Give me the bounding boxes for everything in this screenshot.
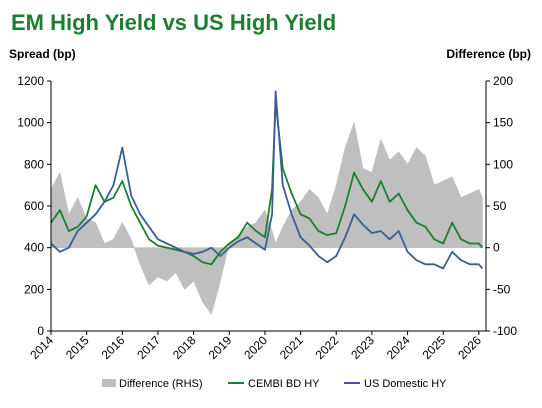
legend-label-cembi: CEMBI BD HY — [248, 378, 320, 390]
x-tick-label: 2018 — [170, 333, 199, 362]
left-tick-label: 0 — [37, 324, 44, 338]
legend: Difference (RHS) CEMBI BD HY US Domestic H… — [102, 378, 447, 390]
right-tick-label: 50 — [493, 199, 507, 213]
x-tick-label: 2015 — [63, 333, 92, 362]
right-tick-label: 150 — [493, 116, 513, 130]
x-tick-label: 2019 — [206, 333, 235, 362]
x-tick-label: 2025 — [420, 333, 449, 362]
left-axis-title: Spread (bp) — [9, 47, 76, 61]
chart-title: EM High Yield vs US High Yield — [11, 10, 336, 35]
x-tick-label: 2023 — [348, 333, 377, 362]
left-tick-label: 800 — [24, 157, 44, 171]
right-tick-label: -100 — [493, 324, 517, 338]
x-tick-label: 2021 — [277, 333, 306, 362]
legend-label-us: US Domestic HY — [364, 378, 447, 390]
right-axis-title: Difference (bp) — [446, 47, 531, 61]
legend-swatch-difference — [102, 379, 116, 387]
x-tick-label: 2020 — [241, 333, 270, 362]
x-tick-label: 2024 — [384, 333, 413, 362]
right-tick-label: 100 — [493, 157, 513, 171]
x-tick-label: 2017 — [134, 333, 163, 362]
plot-area: 0 200 400 600 800 1000 1200 -100 -50 0 50 100 150 200… — [17, 74, 517, 362]
left-tick-label: 200 — [24, 282, 44, 296]
x-tick-label: 2022 — [313, 333, 342, 362]
left-tick-label: 600 — [24, 199, 44, 213]
right-tick-label: -50 — [493, 282, 511, 296]
x-tick-label: 2016 — [99, 333, 128, 362]
right-tick-label: 0 — [493, 241, 500, 255]
us-domestic-hy-line — [50, 90, 484, 270]
right-tick-label: 200 — [493, 74, 513, 88]
left-tick-label: 400 — [24, 241, 44, 255]
x-tick-label: 2014 — [27, 333, 56, 362]
left-tick-label: 1200 — [17, 74, 44, 88]
difference-area-series — [50, 121, 483, 316]
left-tick-label: 1000 — [17, 116, 44, 130]
legend-label-difference: Difference (RHS) — [119, 378, 203, 390]
x-tick-label: 2026 — [455, 333, 484, 362]
